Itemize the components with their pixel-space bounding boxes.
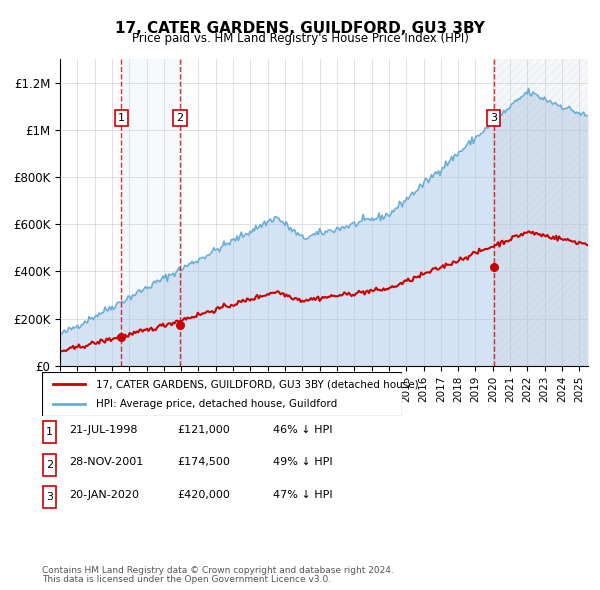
- Text: This data is licensed under the Open Government Licence v3.0.: This data is licensed under the Open Gov…: [42, 575, 331, 584]
- Text: 49% ↓ HPI: 49% ↓ HPI: [273, 457, 332, 467]
- Text: £174,500: £174,500: [177, 457, 230, 467]
- Text: £121,000: £121,000: [177, 425, 230, 435]
- Text: £420,000: £420,000: [177, 490, 230, 500]
- Text: 21-JUL-1998: 21-JUL-1998: [69, 425, 137, 435]
- Text: 17, CATER GARDENS, GUILDFORD, GU3 3BY: 17, CATER GARDENS, GUILDFORD, GU3 3BY: [115, 21, 485, 35]
- Text: 17, CATER GARDENS, GUILDFORD, GU3 3BY (detached house): 17, CATER GARDENS, GUILDFORD, GU3 3BY (d…: [96, 379, 419, 389]
- Text: 3: 3: [490, 113, 497, 123]
- Text: HPI: Average price, detached house, Guildford: HPI: Average price, detached house, Guil…: [96, 399, 337, 408]
- Text: 1: 1: [118, 113, 125, 123]
- Text: 2: 2: [176, 113, 183, 123]
- Text: 2: 2: [46, 460, 53, 470]
- Text: Contains HM Land Registry data © Crown copyright and database right 2024.: Contains HM Land Registry data © Crown c…: [42, 566, 394, 575]
- Text: 1: 1: [46, 427, 53, 437]
- Text: 20-JAN-2020: 20-JAN-2020: [69, 490, 139, 500]
- Text: 28-NOV-2001: 28-NOV-2001: [69, 457, 143, 467]
- Text: 46% ↓ HPI: 46% ↓ HPI: [273, 425, 332, 435]
- Point: [489, 262, 499, 271]
- FancyBboxPatch shape: [43, 486, 56, 508]
- Text: 47% ↓ HPI: 47% ↓ HPI: [273, 490, 332, 500]
- Text: 3: 3: [46, 492, 53, 502]
- FancyBboxPatch shape: [43, 454, 56, 476]
- Text: Price paid vs. HM Land Registry's House Price Index (HPI): Price paid vs. HM Land Registry's House …: [131, 32, 469, 45]
- Bar: [121, 59, 179, 366]
- FancyBboxPatch shape: [42, 372, 402, 416]
- Bar: [494, 59, 588, 366]
- Point: [116, 333, 126, 342]
- Point: [175, 320, 184, 329]
- FancyBboxPatch shape: [43, 421, 56, 443]
